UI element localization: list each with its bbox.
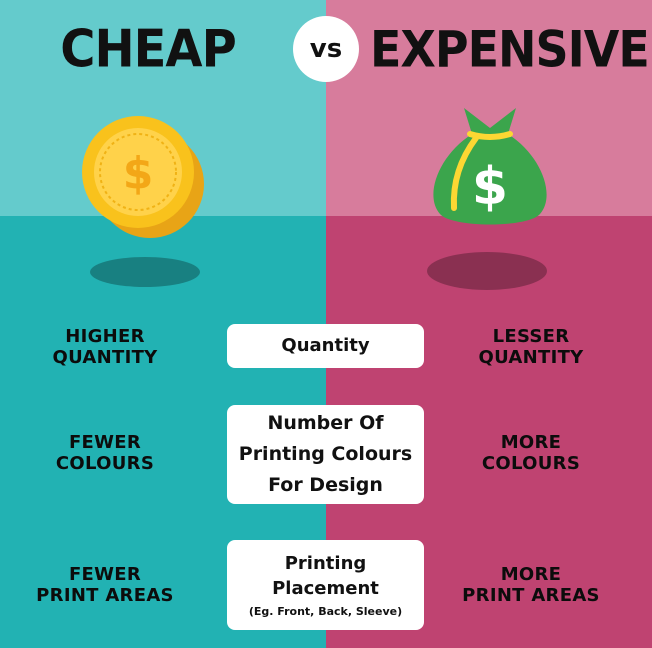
- factor-title-line: For Design: [268, 474, 383, 496]
- factor-title-line: Printing: [284, 552, 367, 574]
- factor-box-printing-placement: Printing Placement (Eg. Front, Back, Sle…: [227, 540, 424, 630]
- expensive-row-2-label: MORE COLOURS: [481, 432, 581, 474]
- factor-title-line: Placement: [272, 577, 379, 599]
- money-bag-icon: $: [433, 108, 547, 225]
- expensive-row-3-label: MORE PRINT AREAS: [462, 564, 600, 606]
- vs-badge: vs: [293, 16, 359, 82]
- coins-icon: $: [82, 116, 204, 238]
- cheap-row-1-label: HIGHER QUANTITY: [52, 326, 158, 368]
- svg-text:$: $: [472, 157, 508, 217]
- cheap-row-3-label: FEWER PRINT AREAS: [36, 564, 174, 606]
- factor-title-line: Number Of: [267, 412, 384, 434]
- money-bag-shadow: [427, 252, 547, 290]
- factor-title-line: Quantity: [281, 335, 370, 356]
- expensive-heading: EXPENSIVE: [370, 19, 650, 79]
- cheap-heading: CHEAP: [60, 18, 237, 80]
- factor-note: (Eg. Front, Back, Sleeve): [248, 604, 403, 618]
- factor-title-line: Printing Colours: [238, 443, 413, 465]
- svg-text:$: $: [123, 148, 154, 199]
- coins-shadow: [90, 257, 200, 287]
- expensive-row-1-label: LESSER QUANTITY: [478, 326, 584, 368]
- vs-label: vs: [309, 34, 343, 64]
- cheap-row-2-label: FEWER COLOURS: [55, 432, 155, 474]
- factor-box-printing-colours: Number Of Printing Colours For Design: [227, 405, 424, 504]
- factor-box-quantity: Quantity: [227, 324, 424, 368]
